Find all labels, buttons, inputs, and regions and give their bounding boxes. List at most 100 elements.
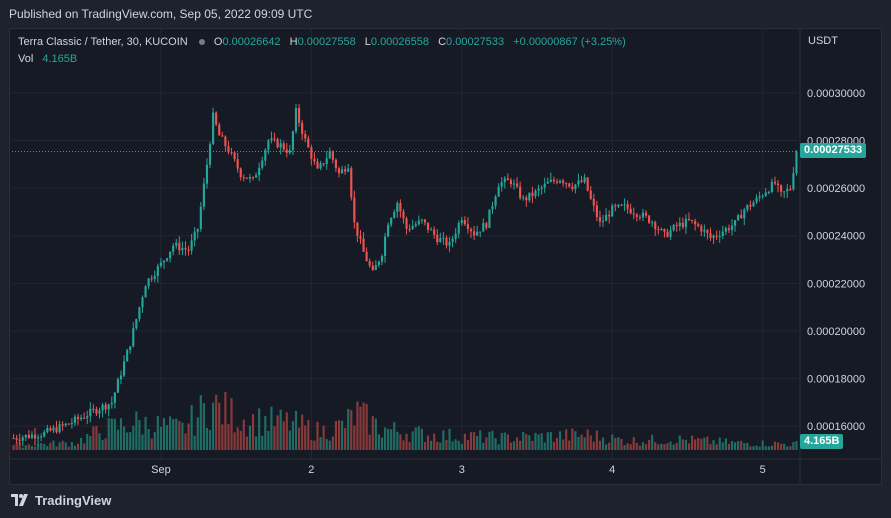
- volume-bar: [399, 434, 402, 450]
- currency-unit-label[interactable]: USDT: [808, 35, 838, 47]
- candle: [18, 439, 21, 441]
- candle: [258, 167, 261, 176]
- candle: [623, 204, 626, 206]
- candle: [310, 147, 313, 159]
- volume-bar: [347, 408, 350, 450]
- volume-bar: [258, 408, 261, 450]
- candle: [635, 214, 638, 217]
- candle: [402, 211, 405, 219]
- low-key: L: [364, 36, 371, 48]
- volume-bar: [202, 403, 205, 450]
- close-value: 0.00027533: [446, 36, 505, 48]
- candle: [690, 219, 694, 222]
- volume-bar: [451, 441, 454, 450]
- candle: [405, 218, 408, 229]
- candle: [430, 229, 433, 231]
- candle: [178, 242, 181, 251]
- x-tick-label: 4: [609, 464, 615, 476]
- candle: [586, 177, 589, 191]
- volume-bar: [175, 418, 178, 450]
- candle: [70, 422, 73, 425]
- volume-bar: [144, 416, 147, 450]
- volume-bar: [528, 435, 531, 450]
- candle: [666, 231, 669, 237]
- candle: [684, 219, 688, 228]
- candle: [21, 437, 24, 441]
- candle: [617, 204, 620, 207]
- volume-bar: [95, 425, 98, 450]
- volume-bar: [393, 422, 396, 450]
- y-tick-label: 0.00018000: [807, 374, 865, 386]
- volume-bar: [608, 442, 611, 450]
- volume-bar: [89, 436, 92, 450]
- symbol-title[interactable]: Terra Classic / Tether, 30, KUCOIN: [18, 36, 188, 48]
- volume-bar: [439, 442, 442, 450]
- price-chart[interactable]: 0.00016000 0.00018000 0.00020000 0.00022000…: [10, 29, 881, 484]
- volume-bar: [632, 437, 635, 450]
- volume-bar: [617, 437, 620, 450]
- candle: [291, 131, 295, 150]
- candle: [644, 212, 648, 216]
- volume-bar: [654, 442, 657, 450]
- volume-bar: [703, 437, 706, 450]
- volume-bar: [138, 420, 141, 450]
- volume-bar: [737, 441, 740, 450]
- volume-bar: [764, 446, 767, 450]
- volume-bar: [565, 429, 568, 450]
- tradingview-logo[interactable]: TradingView: [11, 492, 111, 508]
- candle: [368, 261, 371, 266]
- volume-key[interactable]: Vol: [18, 53, 34, 65]
- tradingview-logo-icon: [11, 494, 28, 506]
- volume-bar: [506, 434, 509, 450]
- volume-bar: [460, 443, 463, 450]
- candle: [251, 177, 255, 179]
- volume-bar: [70, 442, 73, 450]
- volume-bar: [648, 439, 651, 450]
- volume-bar: [678, 435, 681, 450]
- volume-bar: [629, 444, 632, 450]
- candle: [629, 208, 632, 214]
- candle: [479, 231, 482, 233]
- candle: [641, 212, 645, 218]
- chart-frame[interactable]: 0.00016000 0.00018000 0.00020000 0.00022000…: [9, 28, 882, 485]
- candle: [46, 428, 49, 432]
- volume-bar: [512, 441, 516, 450]
- volume-bar: [122, 426, 126, 450]
- candle: [549, 179, 552, 182]
- high-key: H: [289, 36, 298, 48]
- volume-bar: [221, 424, 224, 450]
- candle: [675, 225, 678, 227]
- volume-bar: [316, 421, 319, 450]
- candle: [755, 197, 758, 203]
- volume-bar: [291, 421, 295, 450]
- volume-bar: [310, 440, 313, 450]
- candle: [565, 183, 568, 185]
- x-tick-label: 2: [308, 464, 314, 476]
- candle: [632, 213, 635, 215]
- candle: [423, 219, 427, 223]
- volume-bar: [641, 442, 645, 450]
- candle: [141, 297, 144, 308]
- volume-bar: [67, 446, 70, 450]
- volume-bar: [586, 429, 589, 450]
- candle: [571, 186, 574, 190]
- volume-bar: [568, 440, 571, 450]
- candle: [261, 160, 264, 168]
- volume-bar: [212, 402, 215, 450]
- candle: [371, 265, 374, 271]
- volume-bar: [156, 415, 159, 450]
- volume-bar: [503, 432, 506, 450]
- volume-bar: [580, 434, 583, 450]
- candle: [356, 222, 359, 237]
- high-value: 0.00027558: [297, 36, 356, 48]
- candle: [485, 223, 488, 228]
- market-status-dot-icon: [198, 38, 205, 45]
- volume-bar: [205, 427, 209, 450]
- volume-bar: [724, 438, 727, 450]
- volume-bar: [307, 419, 310, 450]
- top-bar: Published on TradingView.com, Sep 05, 20…: [0, 0, 891, 28]
- volume-bar: [55, 446, 58, 450]
- candle: [482, 223, 485, 232]
- volume-bar: [755, 445, 758, 450]
- candle: [89, 408, 92, 417]
